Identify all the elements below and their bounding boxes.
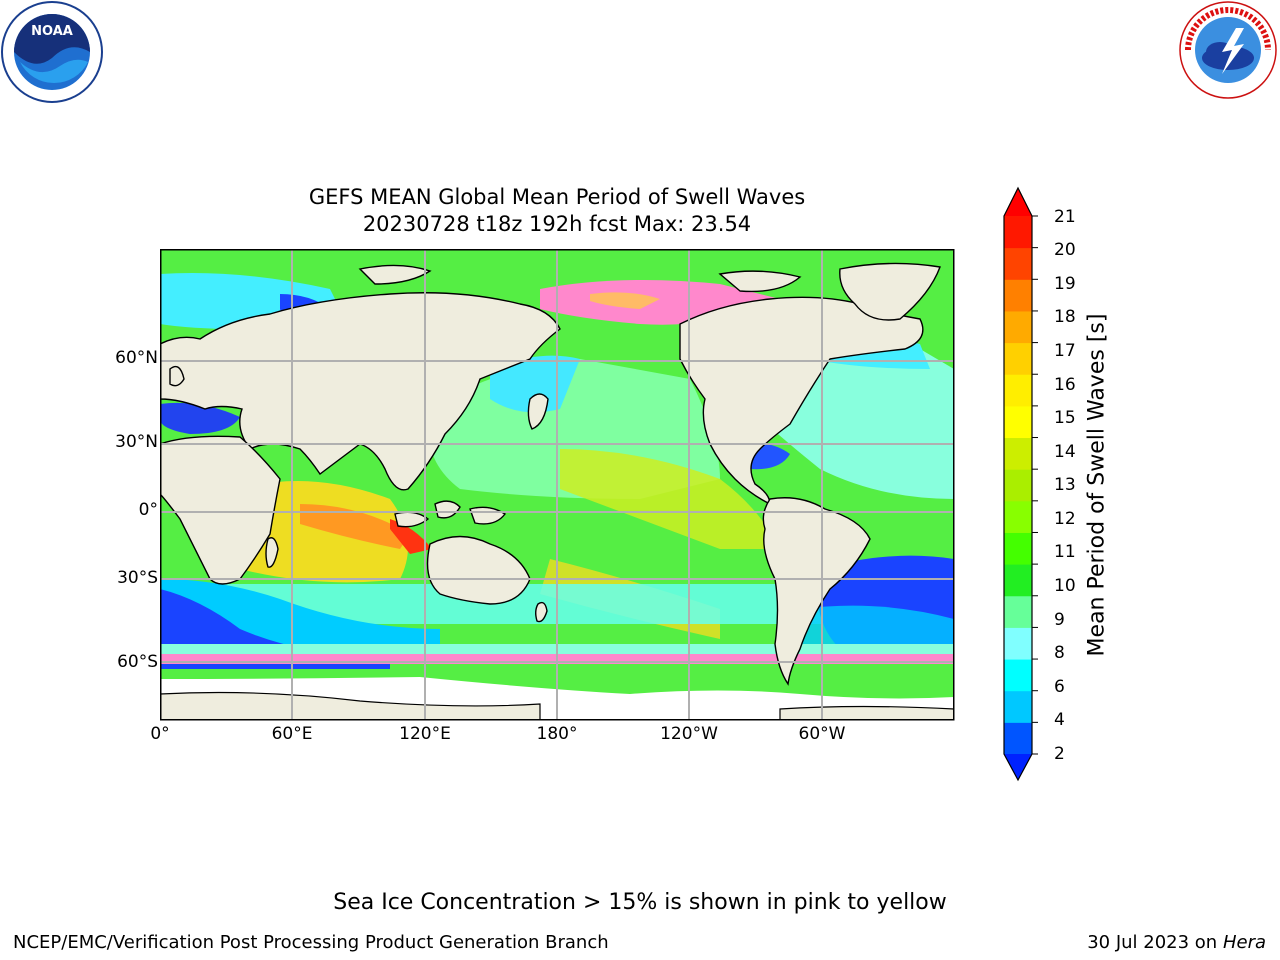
colorbar-tick: 14 [1054, 442, 1076, 462]
colorbar-segment [1004, 437, 1032, 470]
sea-ice-arctic-yellow [590, 292, 660, 309]
colorbar-segment [1004, 247, 1032, 280]
lat-label-60s: 60°S [117, 652, 158, 672]
colorbar-segment [1004, 342, 1032, 375]
lat-label-30n: 30°N [115, 432, 158, 452]
colorbar-under-arrow [1004, 754, 1032, 780]
colorbar [1003, 186, 1038, 782]
swell-region-mediterranean [160, 402, 240, 434]
colorbar-tick: 18 [1054, 307, 1076, 327]
colorbar-segment [1004, 659, 1032, 692]
colorbar-segment [1004, 627, 1032, 660]
swell-region-pacific-yellow [560, 449, 780, 549]
chart-title: GEFS MEAN Global Mean Period of Swell Wa… [308, 185, 806, 209]
swell-region-indian-orange [300, 504, 410, 549]
footer-machine: Hera [1222, 932, 1266, 953]
colorbar-segment [1004, 405, 1032, 439]
lat-label-60n: 60°N [115, 348, 158, 368]
colorbar-segment [1004, 722, 1032, 755]
lat-label-30s: 30°S [117, 568, 158, 588]
footer-date: 30 Jul 2023 on Hera [1087, 932, 1266, 953]
nws-logo [1179, 1, 1277, 99]
swell-region-max-red [390, 519, 432, 554]
colorbar-segment [1004, 690, 1032, 723]
colorbar-tick: 17 [1054, 341, 1076, 361]
lon-label-180: 180° [536, 724, 578, 744]
colorbar-tick: 16 [1054, 375, 1076, 395]
colorbar-over-arrow [1004, 188, 1032, 216]
colorbar-segment [1004, 310, 1032, 344]
colorbar-segment [1004, 216, 1032, 249]
colorbar-tick: 9 [1054, 610, 1065, 630]
lon-label-0: 0° [150, 724, 170, 744]
lon-label-60w: 60°W [798, 724, 846, 744]
colorbar-segment [1004, 532, 1032, 565]
svg-text:NOAA: NOAA [31, 24, 73, 39]
colorbar-tick: 2 [1054, 744, 1065, 764]
colorbar-tick: 10 [1054, 576, 1076, 596]
map-frame [160, 249, 955, 721]
colorbar-tick: 20 [1054, 240, 1076, 260]
footer-credit: NCEP/EMC/Verification Post Processing Pr… [13, 932, 609, 953]
lon-label-60e: 60°E [271, 724, 313, 744]
footer-date-text: 30 Jul 2023 on [1087, 932, 1223, 953]
land-masses [160, 262, 941, 686]
graticule [160, 249, 954, 720]
colorbar-tick: 6 [1054, 677, 1065, 697]
lon-label-120w: 120°W [660, 724, 718, 744]
colorbar-segment [1004, 564, 1032, 597]
chart-subtitle: 20230728 t18z 192h fcst Max: 23.54 [362, 212, 752, 236]
colorbar-tick: 19 [1054, 274, 1076, 294]
lon-label-120e: 120°E [399, 724, 451, 744]
colorbar-tick: 21 [1054, 207, 1076, 227]
colorbar-segment [1004, 500, 1032, 533]
colorbar-segment [1004, 374, 1032, 407]
colorbar-segment [1004, 279, 1032, 312]
colorbar-segment [1004, 595, 1032, 628]
colorbar-tick: 11 [1054, 542, 1076, 562]
colorbar-tick: 4 [1054, 710, 1065, 730]
colorbar-tick: 12 [1054, 509, 1076, 529]
sea-ice-note: Sea Ice Concentration > 15% is shown in … [333, 890, 947, 915]
colorbar-segment [1004, 469, 1032, 502]
colorbar-tick: 13 [1054, 475, 1076, 495]
swell-period-map [160, 249, 955, 721]
colorbar-tick: 15 [1054, 408, 1076, 428]
lat-label-eq: 0° [138, 500, 158, 520]
noaa-logo: NOAA [1, 1, 103, 103]
colorbar-tick: 8 [1054, 643, 1065, 663]
colorbar-label: Mean Period of Swell Waves [s] [1084, 313, 1110, 657]
